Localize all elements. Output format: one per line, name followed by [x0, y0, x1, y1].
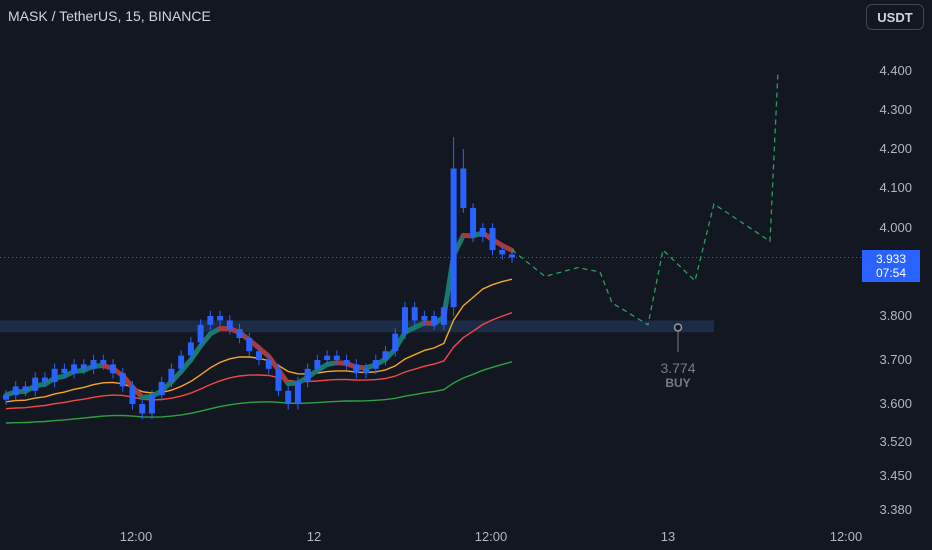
support-zone: [0, 320, 714, 333]
y-tick-label: 3.700: [879, 352, 912, 367]
ema-ribbon-segment: [266, 353, 281, 373]
candle-body: [440, 307, 447, 325]
candle-body: [61, 368, 68, 374]
candle-body: [324, 355, 331, 360]
x-tick-label: 13: [661, 529, 675, 544]
candle-body: [246, 338, 253, 352]
candle-body: [314, 360, 321, 369]
candle-body: [256, 351, 262, 360]
candle-body: [100, 360, 107, 365]
ema-ribbon-segment: [499, 243, 515, 253]
last-price-value: 3.933: [875, 252, 907, 266]
candle-body: [158, 382, 165, 396]
candle-body: [401, 307, 408, 334]
candle-body: [509, 254, 515, 258]
candle-body: [304, 368, 311, 382]
candle-body: [71, 364, 78, 374]
candle-countdown: 07:54: [875, 266, 907, 280]
candle-body: [217, 316, 224, 321]
candle-body: [110, 364, 117, 374]
candle-body: [187, 342, 194, 356]
candle-body: [460, 168, 467, 208]
candle-body: [236, 329, 243, 338]
candle-body: [353, 364, 360, 374]
annotation-dot-icon: [673, 323, 683, 332]
y-tick-label: 3.600: [879, 396, 912, 411]
x-tick-label: 12:00: [120, 529, 153, 544]
candle-body: [12, 386, 19, 396]
y-tick-label: 4.400: [879, 63, 912, 78]
currency-button[interactable]: USDT: [866, 4, 924, 30]
candle-body: [41, 377, 48, 382]
candle-body: [489, 228, 496, 250]
candle-body: [421, 316, 428, 321]
candle-body: [450, 168, 457, 308]
ema-ribbon-segment: [188, 343, 204, 363]
candle-body: [333, 355, 340, 360]
candle-body: [139, 404, 146, 414]
y-tick-label: 3.800: [879, 308, 912, 323]
candle-body: [32, 377, 39, 391]
candle-body: [51, 368, 58, 382]
y-tick-label: 3.450: [879, 468, 912, 483]
candle-body: [294, 382, 301, 404]
candle-body: [80, 364, 87, 369]
candle-body: [3, 395, 9, 400]
candle-body: [343, 360, 350, 365]
ema-ribbon-segment: [198, 331, 213, 349]
candle-body: [275, 368, 282, 391]
x-tick-label: 12:00: [475, 529, 508, 544]
candle-body: [372, 360, 379, 369]
y-tick-label: 4.000: [879, 220, 912, 235]
candle-body: [226, 320, 233, 330]
candle-body: [265, 360, 272, 369]
ma-orange-line: [5, 278, 513, 403]
y-tick-label: 4.200: [879, 141, 912, 156]
ema-ribbon-segment: [178, 357, 194, 374]
annotation-label: BUY: [665, 376, 691, 390]
candle-body: [363, 368, 370, 374]
candle-body: [119, 373, 126, 387]
candle-body: [22, 386, 29, 391]
y-tick-label: 4.300: [879, 102, 912, 117]
candle-body: [90, 360, 97, 369]
candle-body: [382, 351, 389, 360]
candle-body: [431, 316, 438, 325]
y-tick-label: 3.520: [879, 434, 912, 449]
candle-body: [148, 395, 155, 414]
candle-body: [168, 368, 175, 382]
symbol-title: MASK / TetherUS, 15, BINANCE: [8, 8, 211, 24]
candle-body: [499, 250, 506, 255]
candle-body: [411, 307, 418, 321]
ma-green-line: [5, 361, 513, 424]
candle-body: [197, 324, 204, 343]
candle-body: [178, 355, 185, 369]
candle-body: [470, 208, 477, 237]
x-tick-label: 12:00: [830, 529, 863, 544]
candle-body: [207, 316, 214, 325]
candle-body: [285, 390, 292, 404]
ma-red-line: [5, 312, 513, 410]
x-tick-label: 12: [307, 529, 321, 544]
candle-body: [129, 386, 136, 404]
candle-body: [392, 333, 399, 352]
y-tick-label: 3.380: [879, 502, 912, 517]
candle-body: [479, 228, 486, 237]
annotation-price: 3.774: [660, 360, 696, 376]
y-tick-label: 4.100: [879, 180, 912, 195]
last-price-tag: 3.933 07:54: [862, 250, 920, 282]
projection-path: [511, 70, 779, 326]
